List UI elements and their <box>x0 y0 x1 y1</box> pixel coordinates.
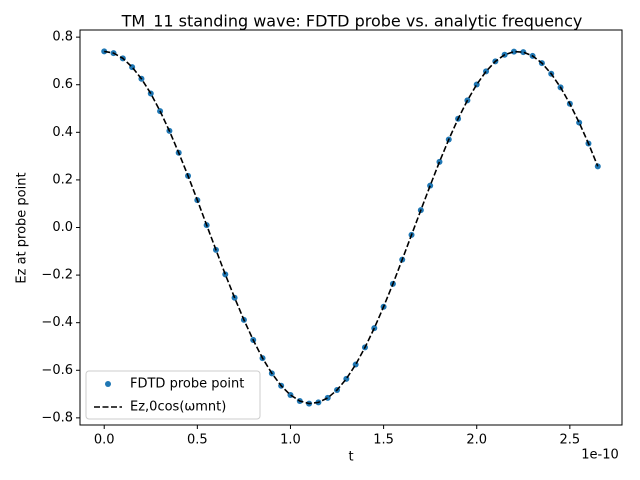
y-tick-label: −0.4 <box>41 315 73 330</box>
legend: FDTD probe point Ez,0cos(ωmnt) <box>85 370 261 420</box>
y-tick-label: −0.2 <box>41 268 73 283</box>
x-tick-label: 1.0 <box>280 433 301 448</box>
x-tick-label: 0.0 <box>94 433 115 448</box>
y-tick-label: 0.4 <box>52 125 73 140</box>
y-tick-label: −0.6 <box>41 363 73 378</box>
legend-box <box>85 370 261 420</box>
probe-point <box>510 48 517 55</box>
y-tick-label: −0.8 <box>41 410 73 425</box>
x-axis-label: t <box>348 450 353 465</box>
legend-label: Ez,0cos(ωmnt) <box>130 400 226 415</box>
x-tick-label: 2.0 <box>466 433 487 448</box>
probe-point <box>427 182 434 189</box>
x-tick-label: 2.5 <box>560 433 581 448</box>
plot-frame <box>79 29 623 426</box>
x-tick-label: 0.5 <box>187 433 208 448</box>
y-axis-label: Ez at probe point <box>15 172 30 283</box>
y-tick-label: 0.2 <box>52 172 73 187</box>
probe-point <box>222 271 229 278</box>
probe-point <box>576 119 583 126</box>
y-tick-label: 0.0 <box>52 220 73 235</box>
analytic-line <box>104 50 599 405</box>
x-offset-label: 1e-10 <box>581 448 619 463</box>
chart-title: TM_11 standing wave: FDTD probe vs. anal… <box>121 12 583 32</box>
y-tick-label: 0.6 <box>52 77 73 92</box>
probe-point <box>436 158 443 165</box>
legend-label: FDTD probe point <box>130 377 244 392</box>
x-tick-label: 1.5 <box>373 433 394 448</box>
probe-point <box>520 49 527 56</box>
y-tick-label: 0.8 <box>52 30 73 45</box>
legend-swatch <box>105 381 111 387</box>
